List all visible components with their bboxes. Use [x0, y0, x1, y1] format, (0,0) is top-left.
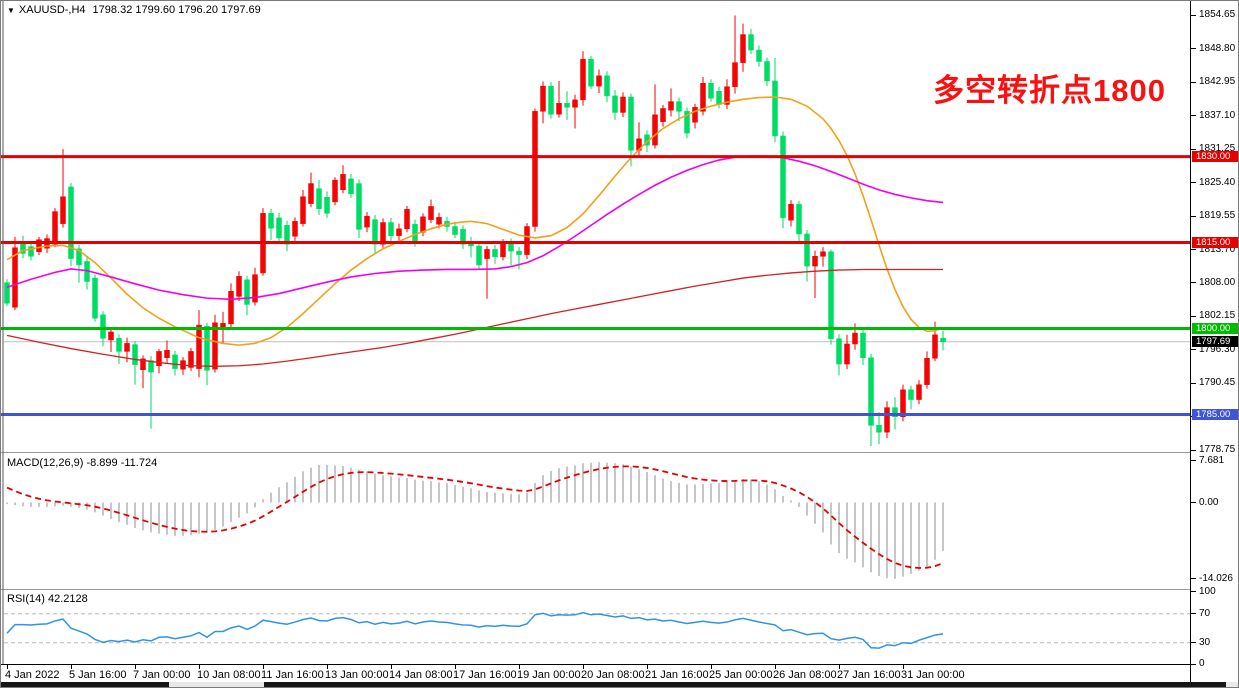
axis-tick-mark [1191, 450, 1196, 451]
axis-tick-mark [1191, 249, 1196, 250]
axis-tick-mark [1191, 591, 1196, 592]
time-tick-mark [135, 665, 136, 669]
axis-tick-mark [1191, 316, 1196, 317]
time-axis-label: 25 Jan 00:00 [709, 669, 773, 681]
price-level-badge: 1785.00 [1192, 408, 1238, 420]
price-axis-label: 1842.95 [1199, 76, 1236, 88]
macd-axis-label: 7.681 [1199, 454, 1225, 466]
ohlc-values: 1798.32 1799.60 1796.20 1797.69 [92, 4, 261, 16]
time-axis-label: 11 Jan 16:00 [261, 669, 324, 681]
time-axis-label: 7 Jan 00:00 [133, 669, 191, 681]
scrollbar-corner [1226, 682, 1238, 687]
time-tick-mark [711, 665, 712, 669]
rsi-indicator-label: RSI(14) 42.2128 [7, 593, 88, 605]
macd-indicator-label: MACD(12,26,9) -8.899 -11.724 [7, 457, 158, 469]
time-axis[interactable]: 4 Jan 2022 5 Jan 16:00 7 Jan 00:00 10 Jan 0… [1, 665, 1190, 682]
price-axis-label: 1825.40 [1199, 176, 1236, 188]
axis-tick-mark [1191, 48, 1196, 49]
time-tick-mark [775, 665, 776, 669]
rsi-axis-label: 30 [1199, 636, 1211, 648]
time-axis-label: 20 Jan 08:00 [581, 669, 645, 681]
axis-tick-mark [1191, 349, 1196, 350]
price-level-badge: 1815.00 [1192, 237, 1238, 249]
time-axis-label: 21 Jan 16:00 [645, 669, 709, 681]
axis-tick-mark [1191, 502, 1196, 503]
price-axis-label: 1819.55 [1199, 210, 1236, 222]
time-tick-mark [263, 665, 264, 669]
time-tick-mark [583, 665, 584, 669]
price-axis-label: 1790.45 [1199, 377, 1236, 389]
time-tick-mark [519, 665, 520, 669]
price-axis-label: 1837.10 [1199, 109, 1236, 121]
price-axis-label: 1813.70 [1199, 243, 1236, 255]
price-axis-label: 1831.25 [1199, 143, 1236, 155]
time-tick-mark [391, 665, 392, 669]
annotation-text-object[interactable]: 多空转折点1800 [933, 73, 1166, 108]
symbol-period-label: XAUUSD-,H4 [18, 4, 86, 16]
time-axis-label: 27 Jan 16:00 [837, 669, 901, 681]
price-axis-label: 1778.75 [1199, 444, 1236, 456]
axis-tick-mark [1191, 216, 1196, 217]
chart-ohlc-title: ▼ XAUUSD-,H4 1798.32 1799.60 1796.20 1797.… [7, 4, 261, 16]
time-axis-label: 14 Jan 08:00 [389, 669, 453, 681]
axis-tick-mark [1191, 613, 1196, 614]
chart-canvas[interactable] [1, 1, 1190, 682]
price-level-badge: 1800.00 [1192, 323, 1238, 334]
price-level-badge: 1797.69 [1192, 336, 1238, 348]
time-axis-label: 4 Jan 2022 [5, 669, 60, 681]
symbol-dropdown-icon[interactable]: ▼ [7, 6, 15, 15]
time-tick-mark [455, 665, 456, 669]
axis-tick-mark [1191, 15, 1196, 16]
axis-tick-mark [1191, 578, 1196, 579]
time-axis-label: 19 Jan 00:00 [517, 669, 581, 681]
axis-tick-mark [1191, 664, 1196, 665]
price-axis-label: 1808.00 [1199, 276, 1236, 288]
price-axis-label: 1848.80 [1199, 42, 1236, 54]
axis-tick-mark [1191, 383, 1196, 384]
time-axis-label: 26 Jan 08:00 [773, 669, 837, 681]
rsi-axis-label: 70 [1199, 607, 1211, 619]
time-axis-label: 10 Jan 08:00 [197, 669, 261, 681]
time-tick-mark [839, 665, 840, 669]
axis-tick-mark [1191, 642, 1196, 643]
axis-tick-mark [1191, 460, 1196, 461]
time-tick-mark [199, 665, 200, 669]
time-tick-mark [327, 665, 328, 669]
axis-tick-mark [1191, 82, 1196, 83]
time-axis-label: 5 Jan 16:00 [69, 669, 127, 681]
axis-tick-mark [1191, 149, 1196, 150]
time-axis-label: 17 Jan 16:00 [453, 669, 517, 681]
time-tick-mark [71, 665, 72, 669]
time-tick-mark [7, 665, 8, 669]
bottom-scrollbar[interactable] [1, 682, 1238, 687]
price-axis-label: 1802.15 [1199, 310, 1236, 322]
axis-tick-mark [1191, 282, 1196, 283]
price-axis-label: 1854.65 [1199, 9, 1236, 21]
price-level-badge: 1830.00 [1192, 151, 1238, 163]
macd-axis-label: 0.00 [1199, 496, 1219, 508]
rsi-axis-label: 100 [1199, 585, 1216, 597]
time-axis-label: 31 Jan 00:00 [901, 669, 965, 681]
price-axis-label: 1796.30 [1199, 343, 1236, 355]
macd-axis-label: -14.026 [1199, 572, 1233, 584]
time-tick-mark [903, 665, 904, 669]
price-axis[interactable]: 1854.65 1848.80 1842.95 1837.10 1831.25 1825.… [1190, 1, 1238, 682]
time-tick-mark [647, 665, 648, 669]
rsi-axis-label: 0 [1199, 658, 1205, 670]
axis-tick-mark [1191, 182, 1196, 183]
time-axis-label: 13 Jan 00:00 [325, 669, 389, 681]
scrollbar-gap-segment[interactable] [169, 682, 264, 687]
axis-tick-mark [1191, 115, 1196, 116]
